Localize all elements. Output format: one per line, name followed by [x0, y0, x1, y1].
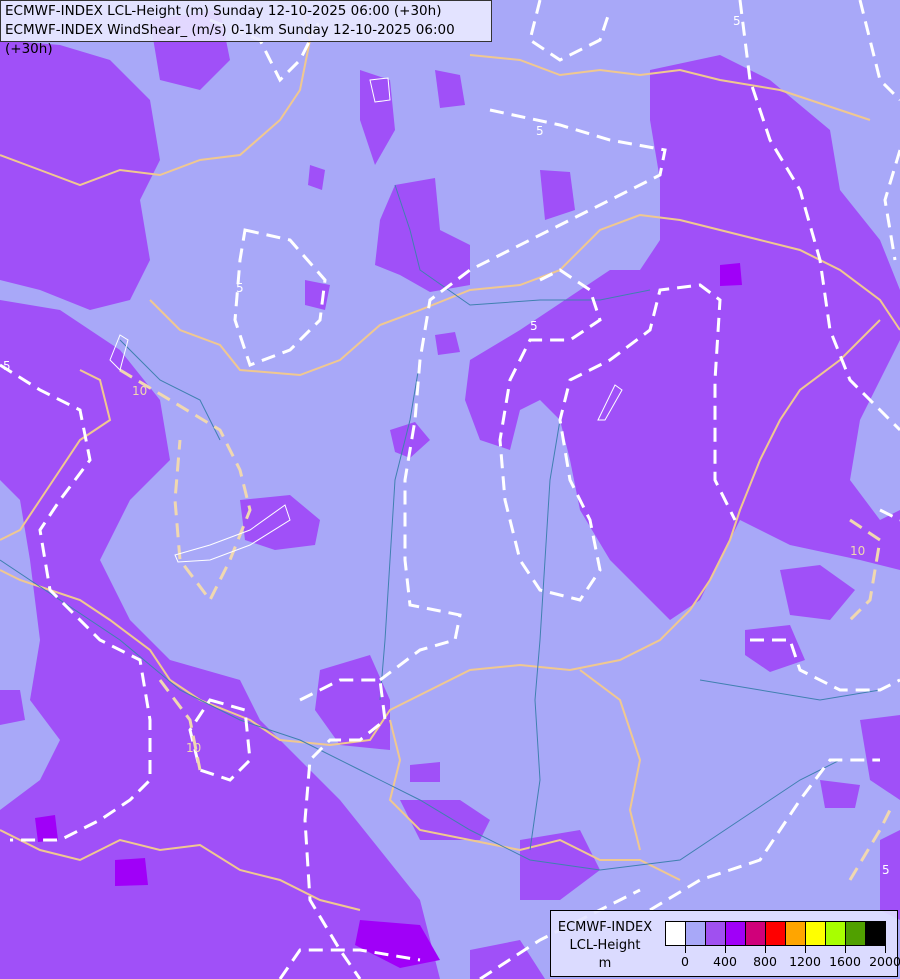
legend-tick-label: 400 — [713, 954, 737, 969]
map-title-box: ECMWF-INDEX LCL-Height (m) Sunday 12-10-… — [0, 0, 492, 57]
legend-tick-label: 1600 — [829, 954, 861, 969]
country-borders — [0, 0, 900, 911]
contour-label: 5 — [882, 863, 890, 877]
lakes — [109, 77, 623, 563]
legend-ticks: 0 400 800 1200 1600 2000 — [665, 945, 900, 975]
legend-tick — [685, 945, 686, 953]
contour-labels: 5 5 5 5 5 10 10 10 5 — [3, 14, 890, 877]
rivers — [0, 184, 881, 871]
legend-tick-label: 0 — [681, 954, 689, 969]
legend-swatch — [666, 922, 686, 945]
title-windshear: ECMWF-INDEX WindShear_ (m/s) 0-1km Sunda… — [5, 22, 455, 57]
color-legend: ECMWF-INDEX LCL-Height m 0 400 800 1200 1600… — [550, 910, 900, 977]
contour-label: 5 — [236, 281, 244, 295]
windshear-contours-10 — [119, 368, 892, 881]
contour-label: 10 — [850, 544, 865, 558]
legend-swatch — [786, 922, 806, 945]
legend-swatch — [746, 922, 766, 945]
legend-title: ECMWF-INDEX — [557, 920, 653, 935]
lcl-height-fill-400-600 — [35, 263, 742, 968]
legend-swatch — [706, 922, 726, 945]
contour-label: 10 — [132, 384, 147, 398]
contour-label: 10 — [186, 741, 201, 755]
legend-tick — [845, 945, 846, 953]
legend-swatch — [686, 922, 706, 945]
legend-tick — [885, 945, 886, 953]
legend-swatch — [726, 922, 746, 945]
legend-tick-label: 2000 — [869, 954, 900, 969]
contour-label: 5 — [3, 359, 11, 373]
legend-unit: m — [598, 956, 612, 971]
legend-tick-label: 800 — [753, 954, 777, 969]
legend-tick — [765, 945, 766, 953]
lcl-height-fill-200-400 — [0, 10, 900, 979]
legend-swatch — [766, 922, 786, 945]
legend-tick — [725, 945, 726, 953]
legend-swatch — [806, 922, 826, 945]
legend-color-bar — [665, 921, 886, 946]
title-lcl-height: ECMWF-INDEX LCL-Height (m) Sunday 12-10-… — [5, 3, 442, 19]
contour-label: 5 — [536, 124, 544, 138]
contour-label: 5 — [530, 319, 538, 333]
legend-swatch — [826, 922, 846, 945]
legend-swatch — [866, 922, 885, 945]
legend-tick — [805, 945, 806, 953]
contour-label: 5 — [733, 14, 741, 28]
legend-variable: LCL-Height — [569, 938, 641, 953]
legend-swatch — [846, 922, 866, 945]
legend-tick-label: 1200 — [789, 954, 821, 969]
